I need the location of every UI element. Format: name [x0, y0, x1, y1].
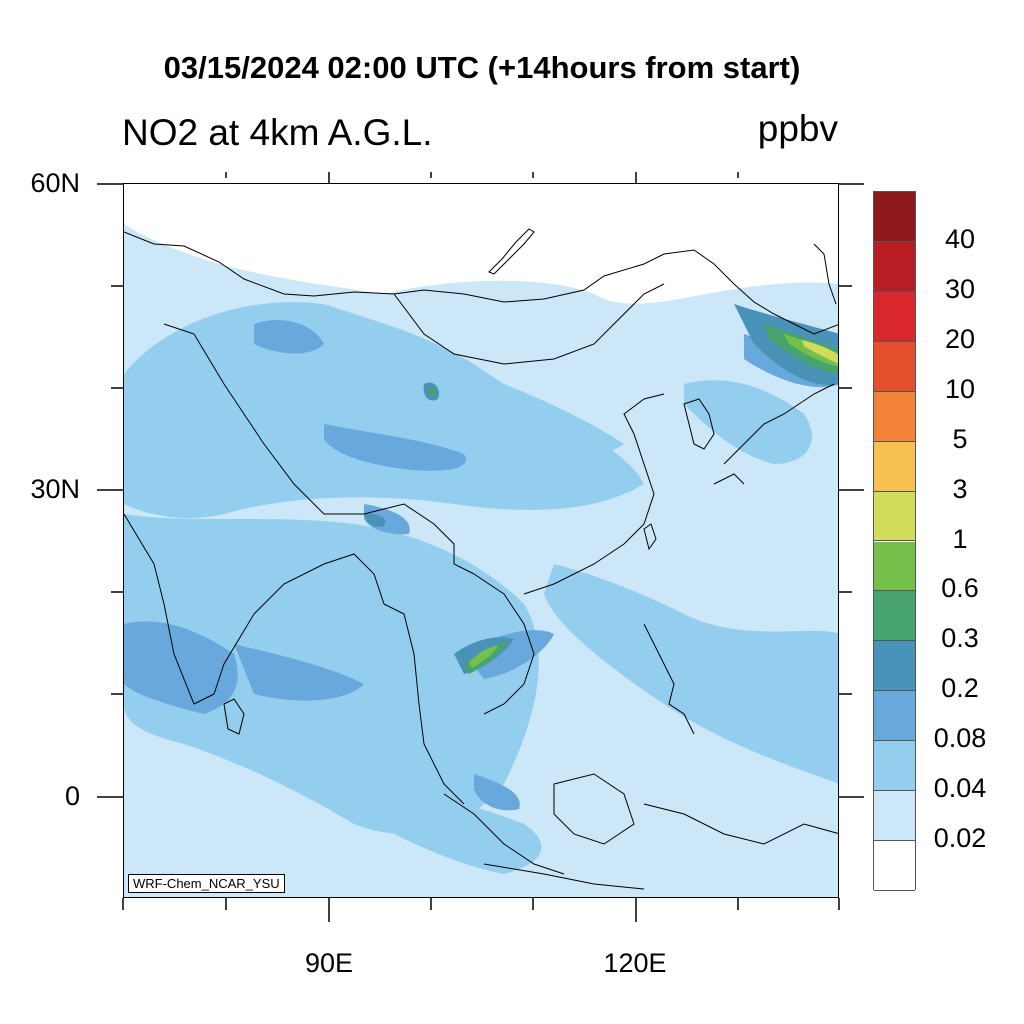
- colorbar-box: [874, 341, 915, 392]
- colorbar: [873, 191, 916, 891]
- colorbar-box: [874, 841, 915, 891]
- colorbar-box: [874, 491, 915, 542]
- model-credit: WRF-Chem_NCAR_YSU: [128, 874, 285, 893]
- lat-label-0: 0: [64, 781, 80, 811]
- colorbar-label: 0.6: [941, 573, 979, 604]
- colorbar-box: [874, 441, 915, 492]
- colorbar-box: [874, 641, 915, 692]
- no2-field: [124, 224, 838, 897]
- colorbar-box: [874, 241, 915, 292]
- colorbar-box: [874, 291, 915, 342]
- coastlines: [124, 228, 838, 890]
- colorbar-label: 1: [952, 523, 968, 554]
- colorbar-label: 20: [944, 323, 976, 354]
- colorbar-box: [874, 192, 915, 242]
- colorbar-label: 0.02: [933, 823, 987, 854]
- map-title: 03/15/2024 02:00 UTC (+14hours from star…: [163, 50, 801, 85]
- colorbar-label: 0.3: [941, 623, 979, 654]
- lon-label-90e: 90E: [304, 948, 354, 978]
- colorbar-label: 5: [952, 423, 968, 454]
- colorbar-box: [874, 591, 915, 642]
- colorbar-label: 40: [944, 223, 976, 254]
- colorbar-box: [874, 541, 915, 592]
- lat-label-30n: 30N: [30, 474, 80, 504]
- colorbar-box: [874, 741, 915, 792]
- colorbar-label: 10: [944, 373, 976, 404]
- map-panel: WRF-Chem_NCAR_YSU: [123, 183, 839, 898]
- colorbar-box: [874, 391, 915, 442]
- colorbar-label: 3: [952, 473, 968, 504]
- colorbar-label: 0.2: [941, 673, 979, 704]
- lat-label-60n: 60N: [30, 168, 80, 198]
- colorbar-label: 0.08: [933, 723, 987, 754]
- variable-label: NO2 at 4km A.G.L.: [122, 112, 433, 153]
- units-label: ppbv: [757, 108, 838, 149]
- colorbar-box: [874, 691, 915, 742]
- colorbar-label: 0.04: [933, 773, 987, 804]
- colorbar-label: 30: [944, 273, 976, 304]
- colorbar-box: [874, 791, 915, 842]
- lon-label-120e: 120E: [603, 948, 667, 978]
